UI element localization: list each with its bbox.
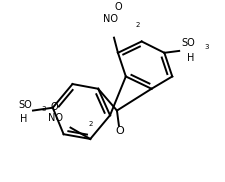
Text: SO: SO: [180, 38, 194, 48]
Text: O: O: [51, 102, 58, 112]
Text: NO: NO: [47, 113, 62, 123]
Text: H: H: [20, 114, 27, 124]
Text: SO: SO: [18, 100, 32, 110]
Text: O: O: [115, 126, 124, 136]
Text: 3: 3: [42, 106, 46, 112]
Text: 2: 2: [135, 22, 140, 28]
Text: 2: 2: [88, 121, 92, 127]
Text: O: O: [114, 2, 121, 12]
Text: 3: 3: [204, 44, 208, 50]
Text: NO: NO: [102, 14, 117, 24]
Text: H: H: [186, 53, 194, 63]
